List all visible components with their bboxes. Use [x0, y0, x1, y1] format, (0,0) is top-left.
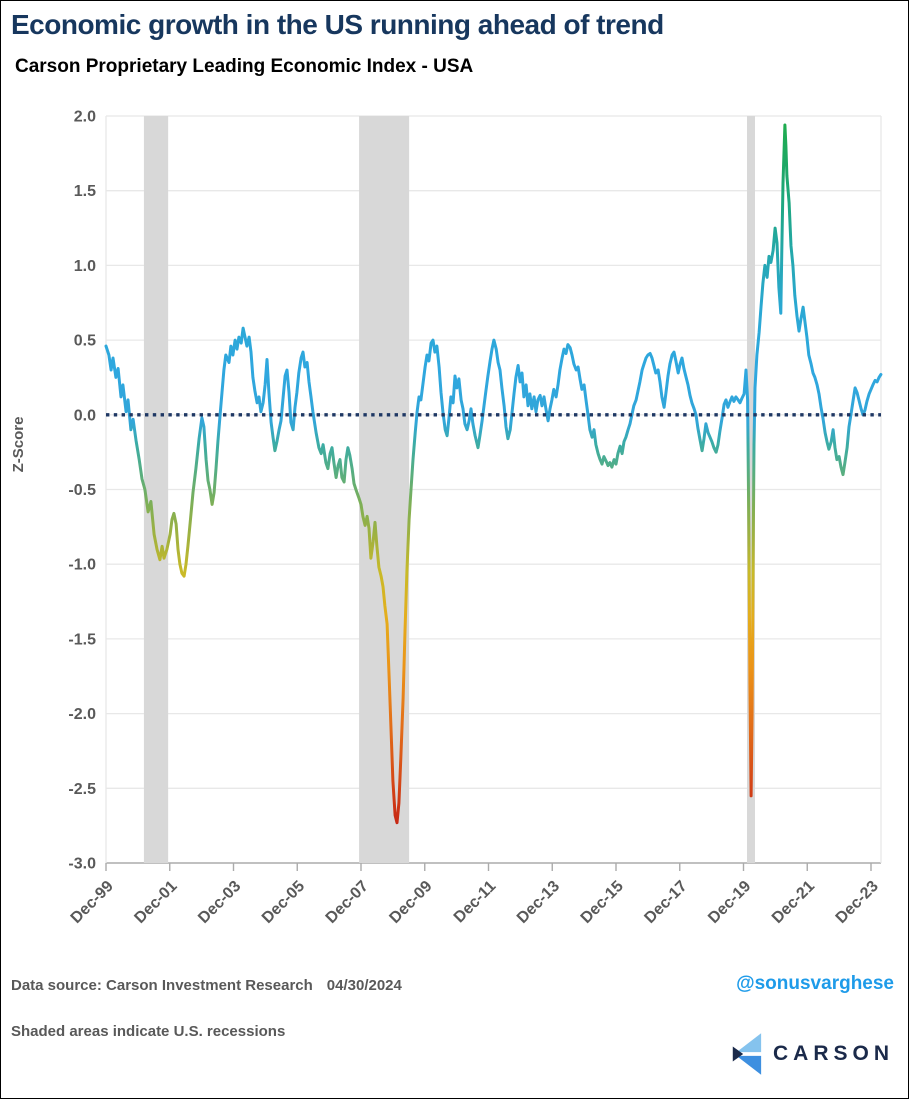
- y-tick-label: 2.0: [74, 109, 96, 126]
- y-tick-label: 0.5: [74, 333, 96, 350]
- x-tick-label: Dec-23: [833, 878, 882, 927]
- page-title: Economic growth in the US running ahead …: [11, 9, 664, 40]
- x-tick-label: Dec-09: [386, 878, 435, 927]
- x-tick-label: Dec-17: [641, 878, 690, 927]
- recession-shading-note: Shaded areas indicate U.S. recessions: [11, 1023, 286, 1040]
- y-tick-label: -0.5: [68, 482, 96, 499]
- data-source-note: Data source: Carson Investment Research 0…: [11, 977, 402, 994]
- chart-subtitle: Carson Proprietary Leading Economic Inde…: [15, 56, 474, 77]
- social-handle: @sonusvarghese: [736, 973, 894, 994]
- x-tick-label: Dec-01: [131, 878, 180, 927]
- x-tick-label: Dec-05: [259, 878, 308, 927]
- data-date: 04/30/2024: [326, 977, 402, 994]
- recession-band: [143, 116, 169, 863]
- y-tick-label: -3.0: [68, 856, 96, 873]
- x-tick-label: Dec-11: [451, 878, 500, 927]
- lei-line: [104, 123, 883, 825]
- y-tick-label: 0.0: [74, 407, 96, 424]
- lei-line-chart: 2.0 1.5 1.0 0.5 0.0 -0.5 -1.0 -1.5 -2.0 -2.5 -3.0 D…: [10, 109, 883, 927]
- x-tick-label: Dec-19: [705, 878, 754, 927]
- recession-band: [747, 116, 755, 863]
- y-tick-label: 1.5: [74, 183, 96, 200]
- x-tick-label: Dec-03: [195, 878, 244, 927]
- y-axis-label: Z-Score: [10, 417, 27, 473]
- x-tick-label: Dec-21: [769, 878, 818, 927]
- data-source-label: Data source: Carson Investment Research: [11, 977, 313, 994]
- x-tick-label: Dec-15: [578, 878, 627, 927]
- carson-logo-text: CARSON: [772, 1042, 894, 1065]
- y-tick-label: -1.5: [68, 631, 96, 648]
- x-tick-label: Dec-07: [323, 878, 372, 927]
- x-tick-label: Dec-13: [514, 878, 563, 927]
- carson-logo: CARSON: [729, 1033, 894, 1075]
- y-tick-label: -2.5: [68, 781, 96, 798]
- carson-logo-icon: [732, 1033, 762, 1075]
- y-tick-label: -2.0: [68, 706, 96, 723]
- y-tick-label: -1.0: [68, 557, 96, 574]
- y-tick-label: 1.0: [74, 258, 96, 275]
- x-tick-label: Dec-99: [68, 878, 117, 927]
